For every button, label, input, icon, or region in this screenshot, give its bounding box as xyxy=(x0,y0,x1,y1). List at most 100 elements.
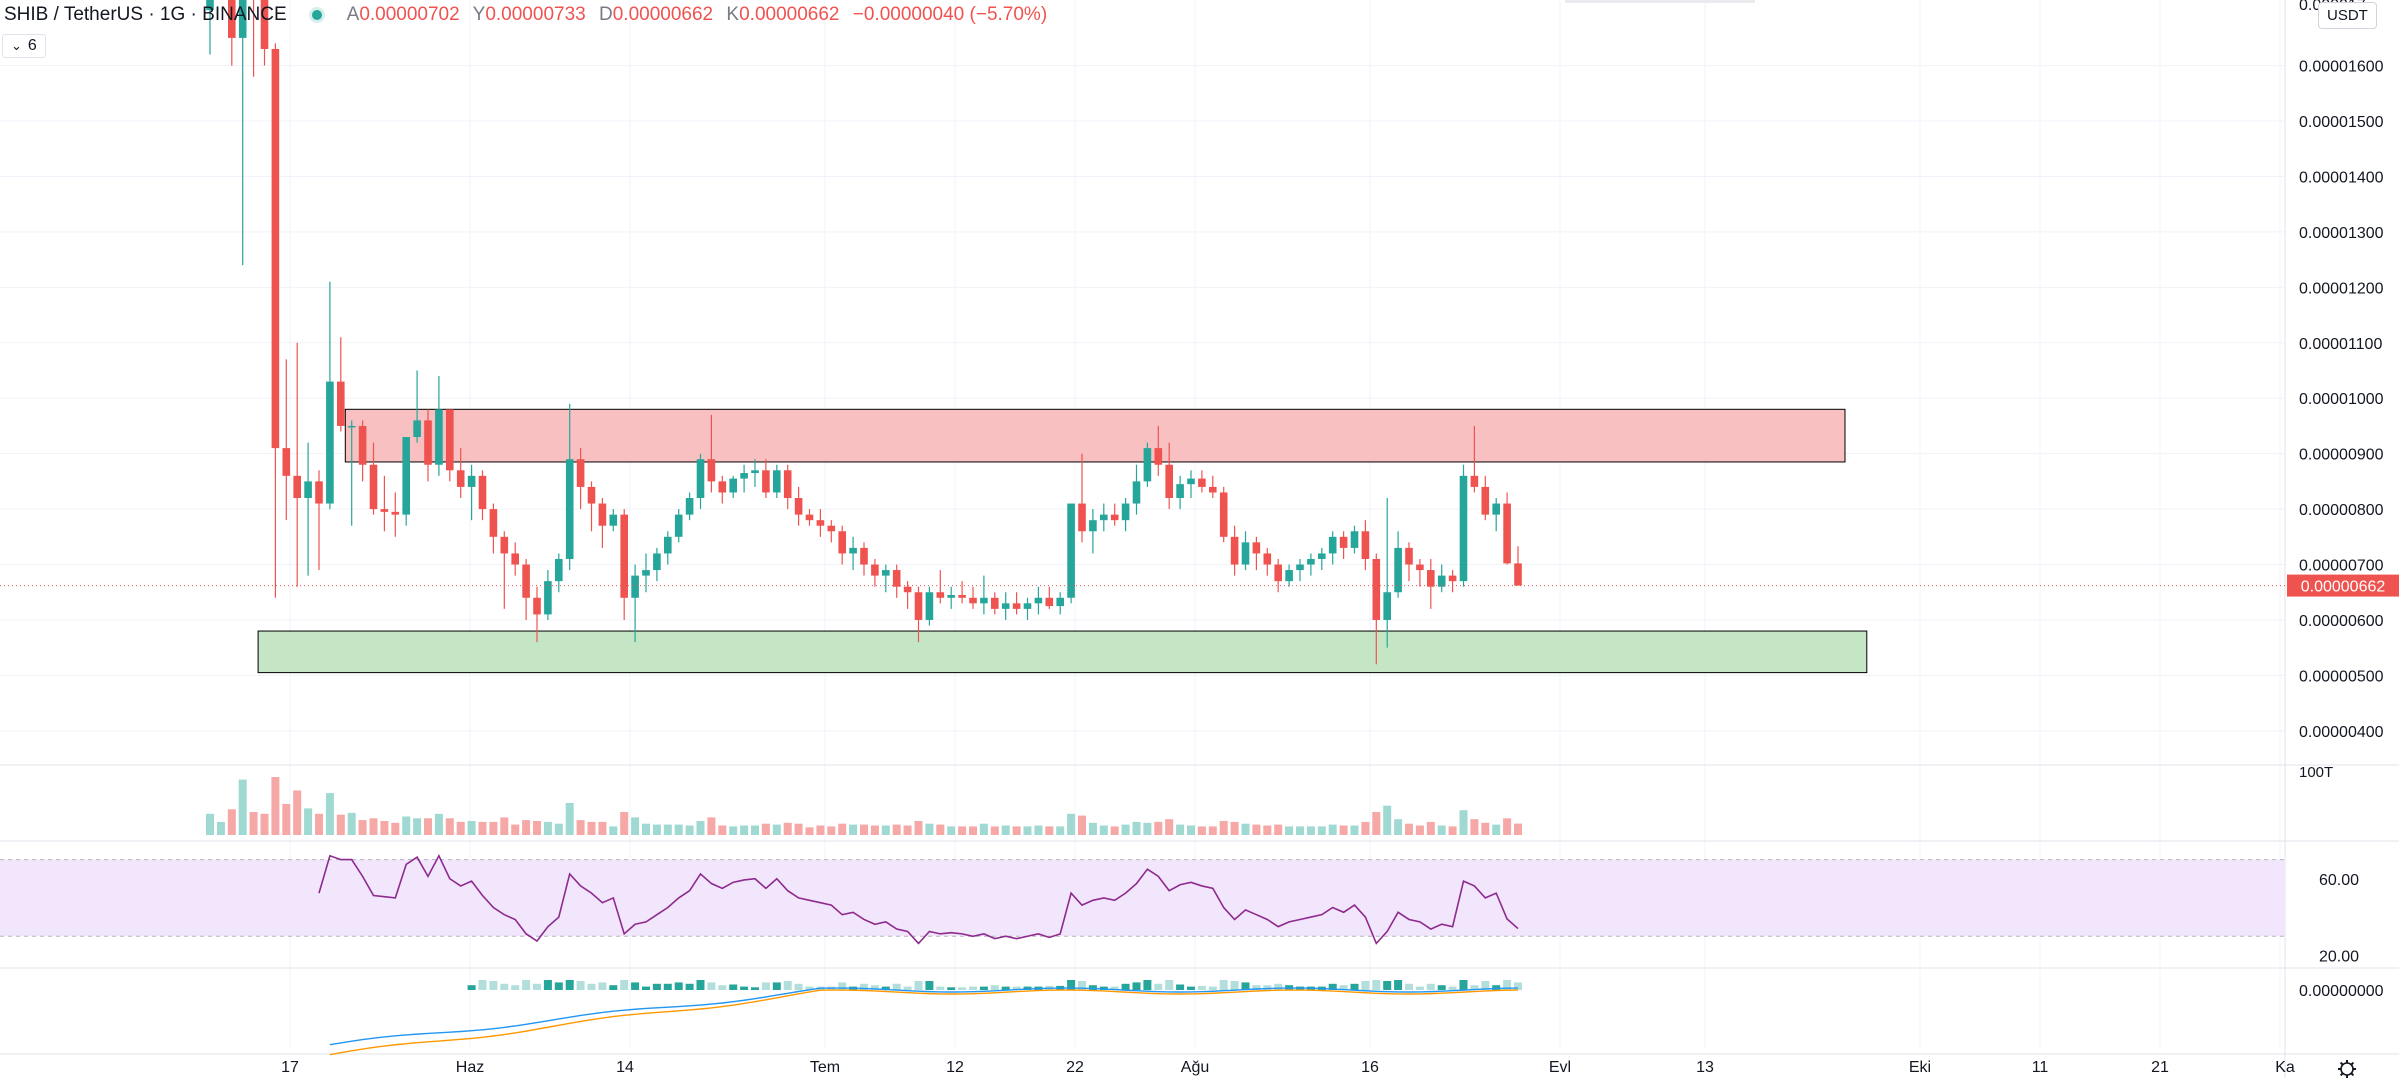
candle-body xyxy=(391,511,400,515)
ohlc-label-open: A xyxy=(346,4,360,25)
volume-bar xyxy=(990,826,999,835)
candle xyxy=(729,475,737,498)
candle-body xyxy=(315,481,323,504)
macd-hist-bar xyxy=(1241,982,1250,990)
candle xyxy=(435,376,443,476)
candle xyxy=(1503,492,1511,565)
macd-line xyxy=(329,987,1519,1046)
macd-hist-bar xyxy=(1448,986,1457,990)
candle xyxy=(685,492,694,521)
rsi-line xyxy=(318,853,1519,945)
candle-body xyxy=(1078,503,1086,532)
volume-bar xyxy=(1078,815,1086,835)
chevron-down-icon: ⌄ xyxy=(11,38,22,53)
price-tick-label: 0.00000600 xyxy=(2299,613,2384,630)
volume-bar xyxy=(696,821,705,835)
candle-body xyxy=(1001,603,1010,609)
candle xyxy=(936,570,945,604)
macd-hist-bar xyxy=(500,983,509,990)
candle-body xyxy=(805,514,814,521)
volume-bar xyxy=(1350,825,1359,835)
candle-body xyxy=(478,475,487,510)
macd-hist-bar xyxy=(489,981,498,990)
macd-hist-bar xyxy=(1187,986,1195,990)
macd-hist-bar xyxy=(707,982,716,990)
candle xyxy=(1394,531,1402,598)
volume-bar xyxy=(674,824,683,835)
volume-bar xyxy=(1001,825,1010,835)
volume-bar xyxy=(315,813,323,835)
macd-hist-bar xyxy=(1405,983,1413,990)
candle-body xyxy=(1110,514,1119,521)
candle xyxy=(1078,453,1086,543)
gear-tooth xyxy=(2339,1061,2344,1066)
candle-body xyxy=(664,536,672,554)
candle xyxy=(576,448,585,510)
macd-hist-bar xyxy=(1110,986,1119,990)
volume-bar xyxy=(1361,821,1370,835)
volume-bar xyxy=(860,824,868,835)
volume-bar xyxy=(1067,813,1076,835)
candle xyxy=(424,409,432,482)
candle-body xyxy=(424,420,432,465)
macd-hist-bar xyxy=(587,983,596,990)
time-tick-label: Evl xyxy=(1549,1059,1571,1076)
currency-unit-button[interactable]: USDT xyxy=(2318,2,2377,29)
candle-body xyxy=(882,570,890,576)
price-tick-label: 0.00001200 xyxy=(2299,280,2384,297)
candle xyxy=(892,564,901,598)
volume-bar xyxy=(1121,824,1130,835)
macd-hist-bar xyxy=(892,983,901,990)
candle-body xyxy=(1296,564,1304,571)
candle xyxy=(882,564,890,593)
macd-hist-bar xyxy=(663,983,672,990)
volume-bar xyxy=(380,821,389,835)
resistance-zone xyxy=(344,408,1846,463)
candle-body xyxy=(620,514,628,598)
candle-body xyxy=(1339,536,1348,548)
indicators-toggle-button[interactable]: ⌄ 6 xyxy=(2,34,46,58)
macd-hist-bar xyxy=(674,982,683,990)
candle xyxy=(860,542,868,576)
macd-hist-bar xyxy=(718,985,727,990)
macd-hist-bar xyxy=(1328,983,1337,990)
candle-body xyxy=(947,595,955,598)
volume-bar xyxy=(587,821,596,835)
candle-body xyxy=(762,470,770,493)
support-zone xyxy=(257,630,1868,674)
macd-hist-bar xyxy=(1001,986,1010,990)
symbol-title[interactable]: SHIB / TetherUS · 1G · BINANCE xyxy=(4,4,287,25)
candle-body xyxy=(718,481,727,493)
volume-bar xyxy=(1241,823,1250,835)
volume-bar xyxy=(565,803,574,835)
macd-signal-line xyxy=(329,989,1519,1056)
macd-hist-bar xyxy=(1481,981,1490,990)
candle-body xyxy=(980,597,988,604)
candle xyxy=(598,498,607,548)
ohlc-values: A0.00000702 Y0.00000733 D0.00000662 K0.0… xyxy=(347,4,1056,26)
macd-hist-bar xyxy=(947,987,956,990)
volume-bar xyxy=(271,777,280,835)
candle-body xyxy=(773,470,781,493)
candle xyxy=(1110,503,1119,526)
candle xyxy=(1165,442,1173,510)
candle xyxy=(1492,498,1500,532)
settings-gear-icon[interactable] xyxy=(2338,1060,2356,1078)
macd-hist-bar xyxy=(554,982,563,990)
volume-bar xyxy=(1481,822,1490,835)
candle-body xyxy=(555,558,563,582)
candle xyxy=(1067,503,1075,604)
candle xyxy=(816,509,825,537)
volume-bar xyxy=(598,821,607,835)
candle xyxy=(609,509,618,532)
gear-tooth xyxy=(2350,1061,2355,1066)
candle-body xyxy=(991,597,999,609)
volume-bar xyxy=(1056,826,1065,835)
candle xyxy=(1427,558,1435,609)
volume-bar xyxy=(1372,812,1381,835)
macd-hist-bar xyxy=(751,987,759,990)
candle-body xyxy=(435,409,443,465)
candle-body xyxy=(456,470,465,487)
candle xyxy=(653,547,661,582)
